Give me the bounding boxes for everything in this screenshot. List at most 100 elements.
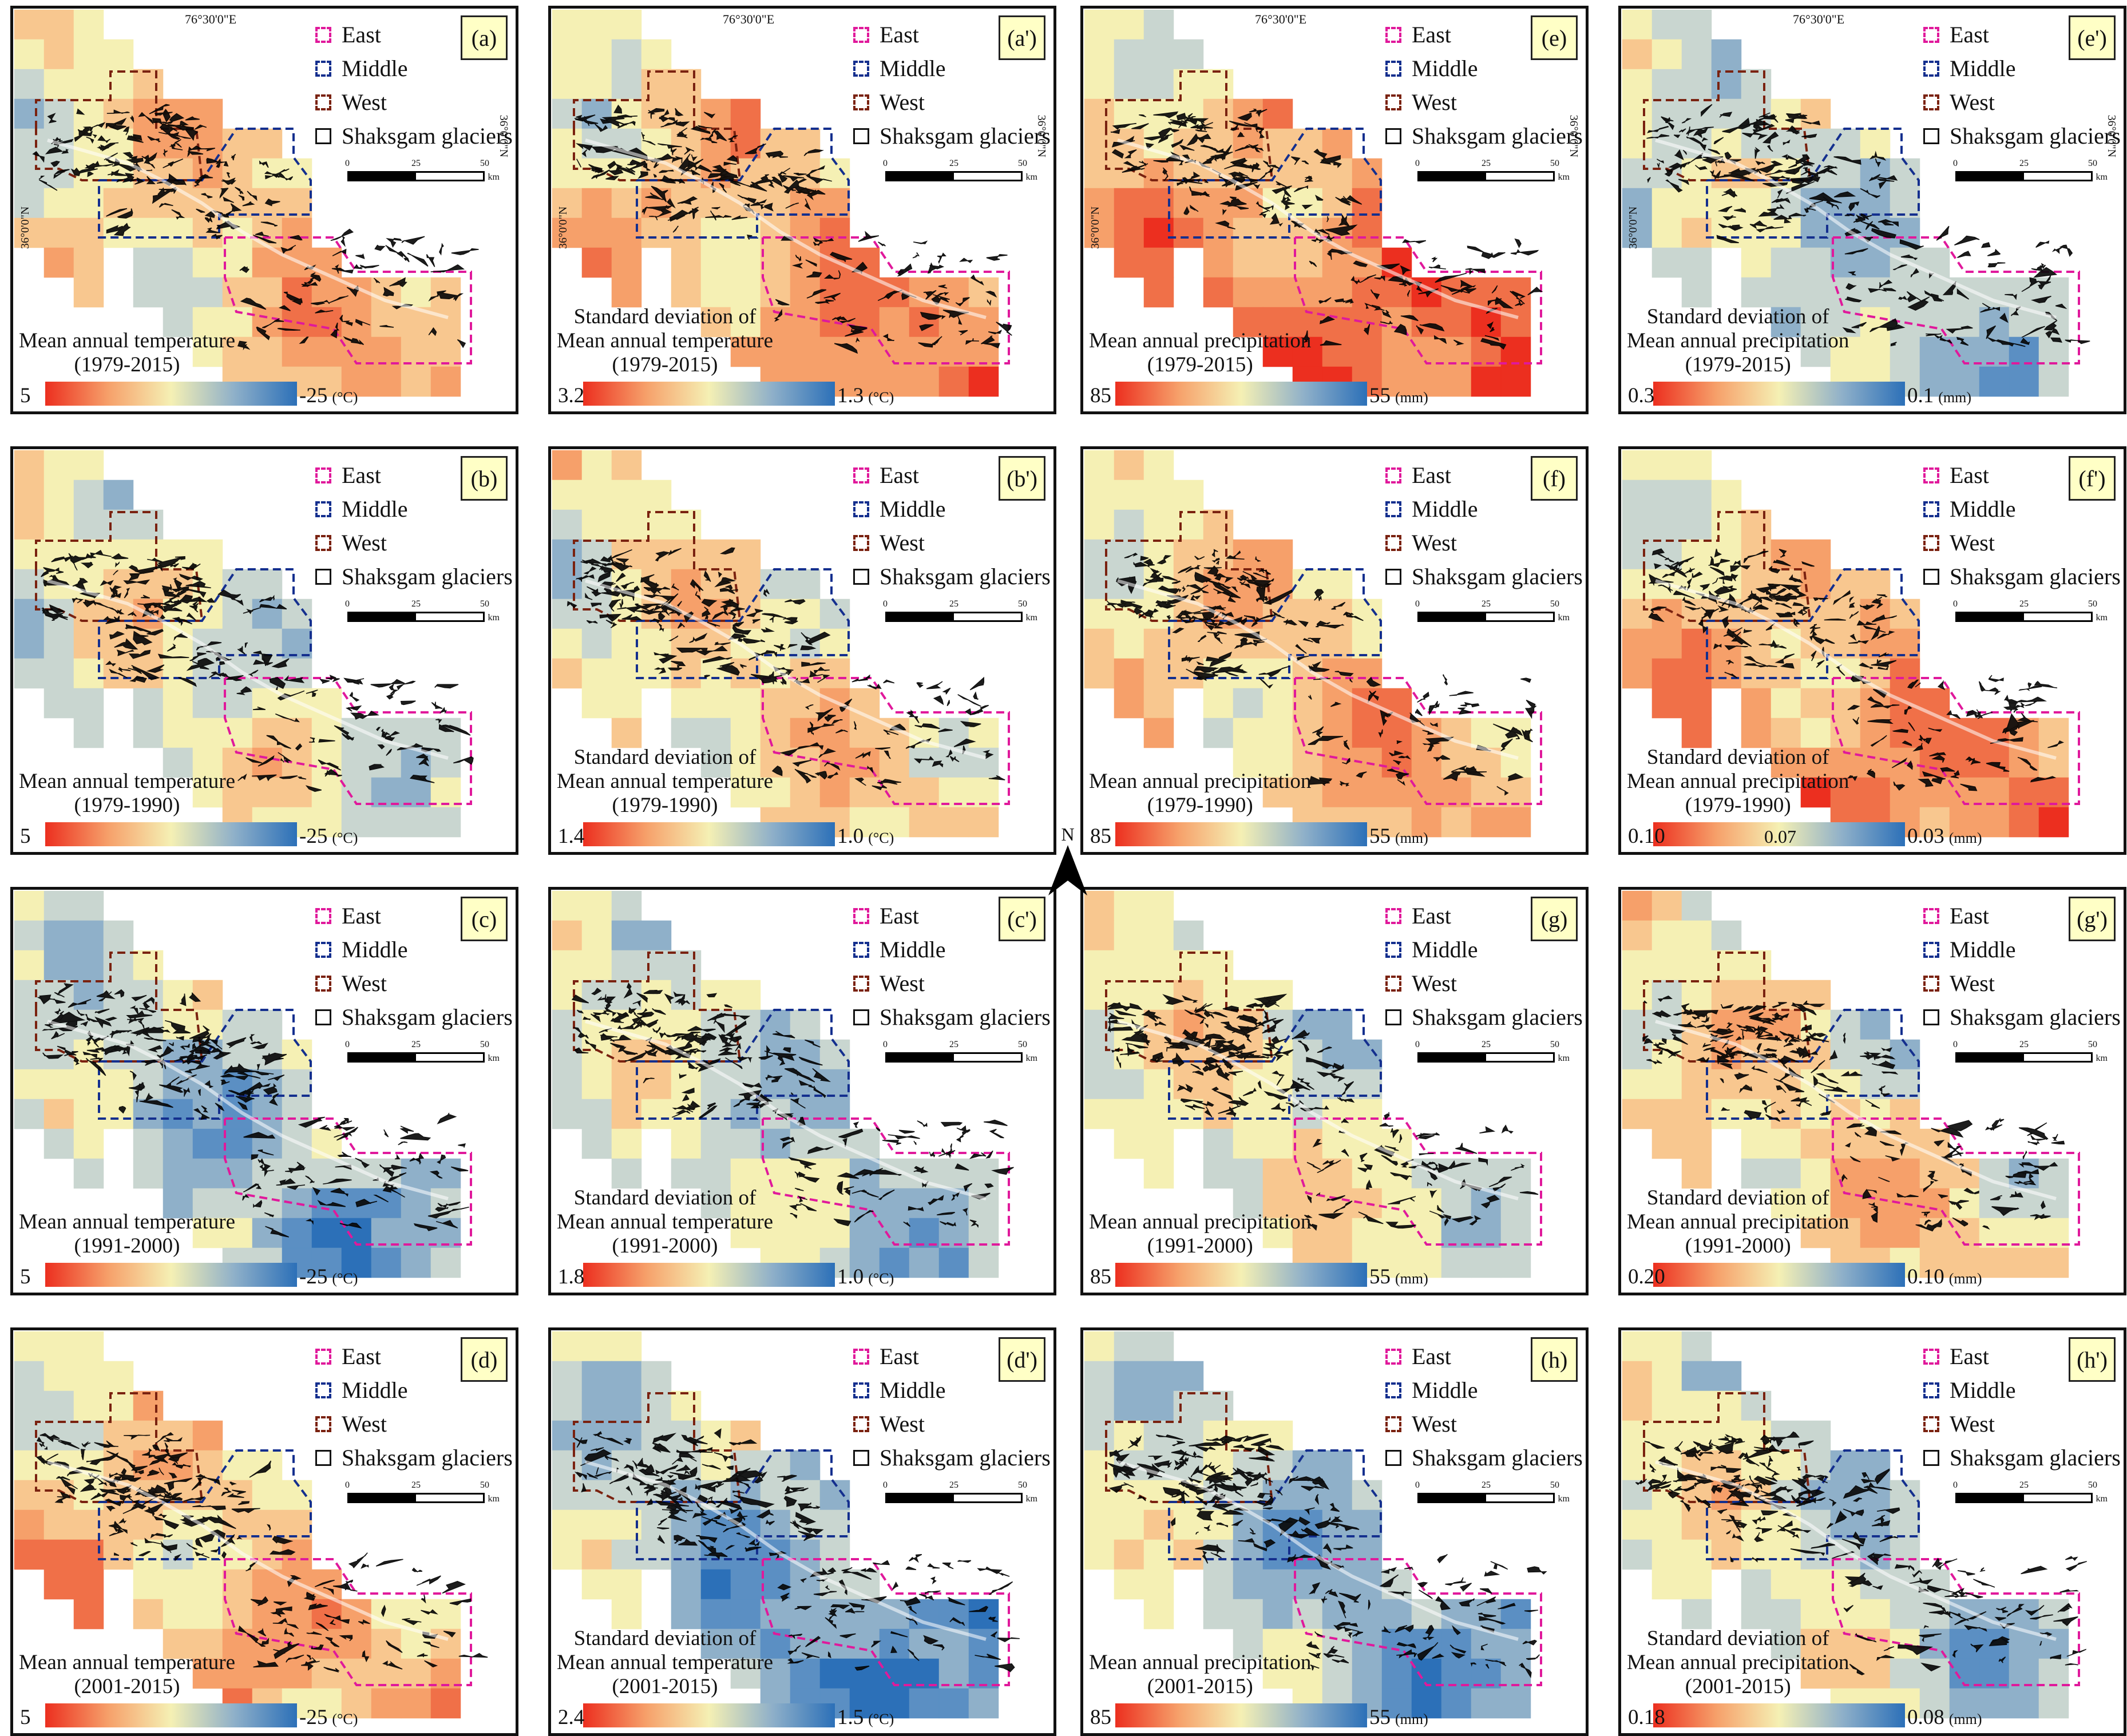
east-region-outline <box>224 1558 472 1686</box>
grid-cell <box>760 777 791 808</box>
grid-cell <box>341 1688 372 1719</box>
scale-bar-unit: km <box>2096 172 2108 182</box>
grid-cell <box>938 1247 969 1278</box>
grid-cell <box>700 1069 731 1100</box>
variable-title-line: Mean annual precipitation <box>1089 329 1312 352</box>
variable-title: Standard deviation of Mean annual precipi… <box>1627 1627 1849 1699</box>
legend-label-shaksgam: Shaksgam glaciers <box>342 123 513 149</box>
scale-bar-unit: km <box>1558 172 1570 182</box>
grid-cell <box>581 950 612 981</box>
grid-cell <box>1860 158 1891 189</box>
grid-cell <box>73 69 104 100</box>
scale-bar-tick: 25 <box>2019 158 2029 168</box>
grid-cell <box>1233 718 1263 748</box>
grid-cell <box>581 628 612 659</box>
variable-title-line: (1979-2015) <box>1147 353 1253 376</box>
grid-cell <box>73 450 104 481</box>
colorbar-min-label: 3.2 <box>558 384 585 407</box>
middle-region-outline <box>636 1009 850 1120</box>
grid-cell <box>163 1158 193 1189</box>
grid-cell <box>552 9 583 40</box>
grid-cell <box>1651 479 1682 510</box>
legend-item-west: West <box>1385 1407 1583 1441</box>
colorbar-max-value: 55 <box>1369 384 1391 407</box>
grid-cell <box>1681 950 1712 981</box>
grid-cell <box>43 950 74 981</box>
legend-swatch-middle <box>853 941 869 958</box>
middle-region-outline <box>1168 1009 1382 1120</box>
grid-cell <box>1143 217 1174 248</box>
grid-cell <box>73 920 104 951</box>
legend-item-east: East <box>315 899 513 933</box>
grid-cell <box>311 688 342 719</box>
grid-cell <box>1233 307 1263 338</box>
scale-bar-tick: 50 <box>480 599 489 609</box>
grid-cell <box>1741 277 1772 308</box>
grid-cell <box>552 1390 583 1421</box>
grid-cell <box>1084 1539 1115 1570</box>
scale-bar-tick: 50 <box>1018 599 1027 609</box>
grid-cell <box>401 1599 431 1630</box>
legend-item-middle: Middle <box>853 492 1051 526</box>
grid-cell <box>133 1390 164 1421</box>
grid-cell <box>1500 366 1531 397</box>
colorbar-min-label: 1.4 <box>558 825 585 848</box>
scale-bar-tick: 0 <box>1415 158 1420 168</box>
grid-cell <box>1741 247 1772 278</box>
variable-title-line: Standard deviation of <box>1646 305 1829 328</box>
colorbar-max-value: 1.0 <box>837 825 864 848</box>
grid-cell <box>1084 539 1115 570</box>
scale-bar-ticks: 0 25 50 <box>1953 1480 2097 1493</box>
grid-cell <box>819 777 850 808</box>
grid-cell <box>1622 9 1653 40</box>
scale-bar-tick: 50 <box>480 1040 489 1049</box>
grid-cell <box>1770 1128 1801 1159</box>
grid-cell <box>1681 890 1712 921</box>
grid-cell <box>1114 920 1144 951</box>
grid-cell <box>371 747 402 778</box>
latitude-label-right: 36°0'0"N <box>1035 114 1048 157</box>
grid-cell <box>430 336 461 367</box>
map-panel: (h) East Middle West Shaksgam glaciers 0 25 50 k… <box>1080 1327 1589 1736</box>
shaksgam-glaciers <box>35 1432 488 1673</box>
colorbar-min-label: 5 <box>20 825 31 848</box>
grid-cell <box>311 1128 342 1159</box>
grid-cell <box>103 479 134 510</box>
map-panel: (g) East Middle West Shaksgam glaciers 0 25 50 k… <box>1080 887 1589 1295</box>
legend-item-middle: Middle <box>853 933 1051 966</box>
grid-cell <box>1622 98 1653 129</box>
legend-swatch-middle <box>315 501 331 517</box>
grid-cell <box>1322 718 1353 748</box>
grid-cell <box>163 980 193 1010</box>
panel-tag: (a') <box>999 15 1045 60</box>
map-panel: (b) East Middle West Shaksgam glaciers 0 25 50 k… <box>10 446 518 855</box>
grid-cell <box>43 658 74 689</box>
grid-cell <box>1681 1128 1712 1159</box>
grid-cell <box>222 718 253 748</box>
legend-item-shaksgam: Shaksgam glaciers <box>1385 1000 1583 1034</box>
grid-cell <box>1800 217 1831 248</box>
grid-cell <box>1651 1509 1682 1540</box>
grid-cell <box>1084 188 1115 219</box>
legend-item-west: West <box>853 1407 1051 1441</box>
legend-swatch-east <box>853 467 869 483</box>
grid-cell <box>641 509 672 540</box>
grid-cell <box>1441 1658 1472 1689</box>
grid-cell <box>552 1361 583 1392</box>
colorbar <box>583 382 835 406</box>
scale-bar-ticks: 0 25 50 <box>1415 1040 1559 1052</box>
scale-bar-unit: km <box>1558 1053 1570 1063</box>
colorbar-max-label: 0.08 (mm) <box>1907 1705 1982 1730</box>
grid-cell <box>1622 1390 1653 1421</box>
legend-item-shaksgam: Shaksgam glaciers <box>1385 119 1583 153</box>
legend-label-shaksgam: Shaksgam glaciers <box>1950 123 2121 149</box>
scale-bar-graphic <box>1955 171 2093 181</box>
grid-cell <box>1084 658 1115 689</box>
grid-cell <box>1381 1247 1412 1278</box>
grid-cell <box>73 980 104 1010</box>
grid-cell <box>671 718 702 748</box>
grid-cell <box>73 1420 104 1451</box>
grid-cell <box>1143 920 1174 951</box>
glacier-valley <box>585 1460 987 1641</box>
shaksgam-glaciers <box>574 1428 1020 1672</box>
